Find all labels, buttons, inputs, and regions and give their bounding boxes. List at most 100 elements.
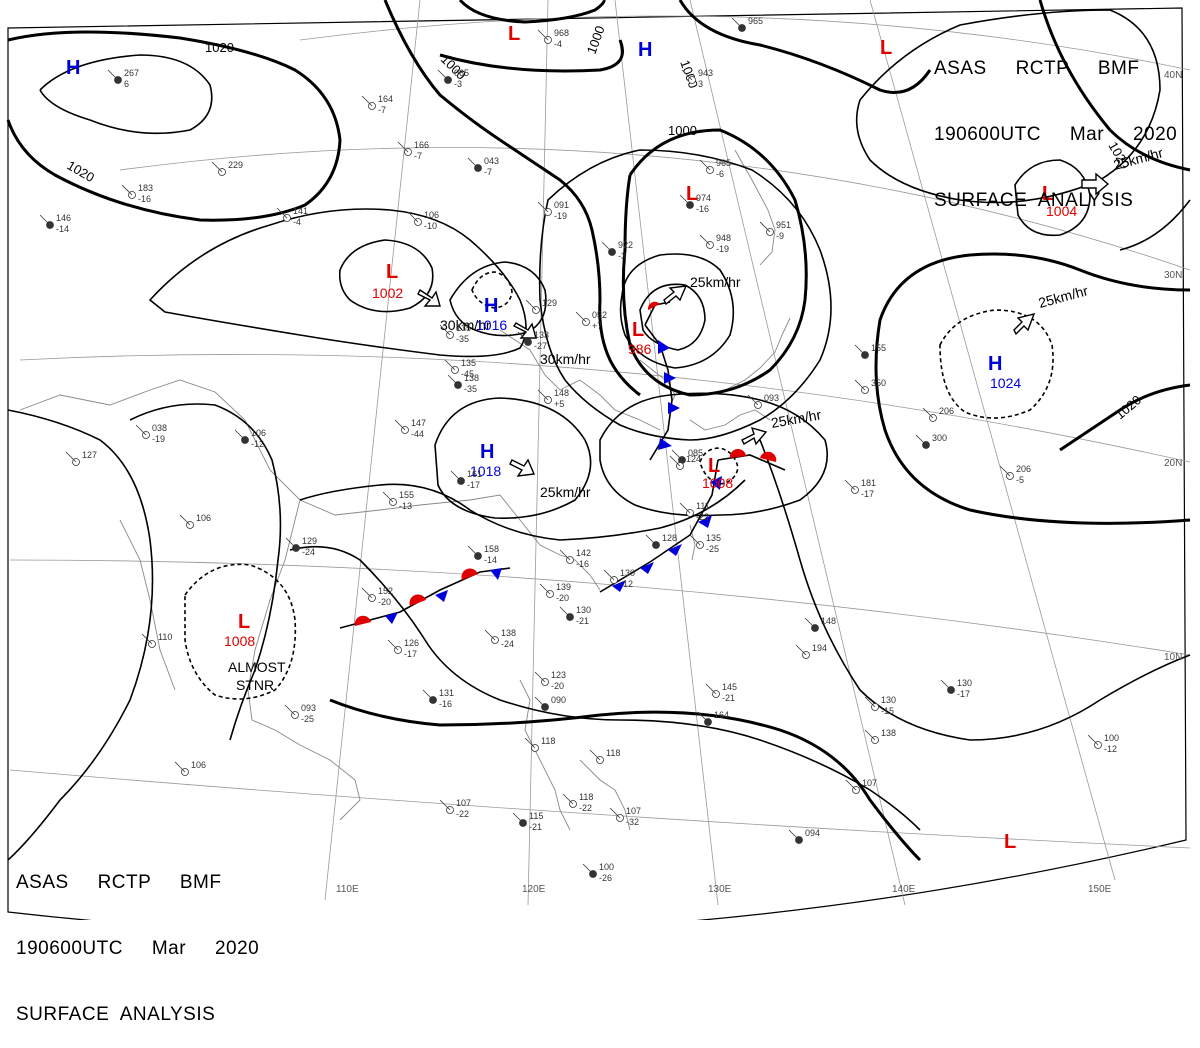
- cold-front-tooth: [664, 372, 676, 384]
- station-pressure: 130: [576, 605, 591, 615]
- station-tendency: -17: [861, 489, 874, 499]
- station-tendency: -13: [399, 501, 412, 511]
- wind-barb-icon: [559, 549, 571, 561]
- station-pressure: 152: [378, 586, 393, 596]
- station-plot: 155-13: [382, 490, 414, 511]
- station-pressure: 139: [556, 582, 571, 592]
- station-plot: 922-3: [601, 240, 633, 261]
- station-pressure: 091: [554, 200, 569, 210]
- station-tendency: -24: [501, 639, 514, 649]
- station-pressure: 968: [554, 28, 569, 38]
- wind-barb-icon: [940, 679, 952, 691]
- station-tendency: -26: [599, 873, 612, 883]
- station-plot: 130-21: [559, 605, 591, 626]
- station-tendency: +7: [592, 321, 602, 331]
- low-symbol: L: [238, 611, 250, 633]
- wind-barb-icon: [589, 749, 601, 761]
- station-pressure: 943: [698, 68, 713, 78]
- latitude-lines: [9, 15, 1191, 849]
- cold-front-tooth: [640, 562, 654, 574]
- station-plot: 300: [915, 433, 947, 449]
- station-pressure: 085: [688, 448, 703, 458]
- station-plot: 206-5: [999, 464, 1031, 485]
- wind-barb-icon: [525, 299, 537, 311]
- station-pressure: 106: [191, 760, 206, 770]
- low-symbol: L: [708, 455, 720, 477]
- wind-barb-icon: [575, 311, 587, 323]
- wind-barb-icon: [699, 234, 711, 246]
- stationary-note: ALMOST STNR: [228, 659, 286, 693]
- station-plot: 124: [669, 454, 701, 470]
- motion-label: 25km/hr: [690, 274, 741, 290]
- high-symbol: H: [988, 353, 1002, 375]
- station-pressure: 922: [618, 240, 633, 250]
- high-centers: H H H H H: [66, 39, 1002, 463]
- station-pressure: 107: [626, 806, 641, 816]
- station-pressure: 106: [424, 210, 439, 220]
- wind-barb-icon: [747, 394, 759, 406]
- low-pressure: 1002: [372, 285, 403, 301]
- station-tendency: -7: [414, 151, 422, 161]
- lon-label: 150E: [1088, 884, 1112, 895]
- station-tendency: -22: [579, 803, 592, 813]
- station-pressure: 133: [534, 330, 549, 340]
- cold-front-tooth: [668, 402, 680, 414]
- wind-barb-icon: [539, 583, 551, 595]
- wind-barb-icon: [679, 194, 691, 206]
- station-pressure: 093: [764, 393, 779, 403]
- wind-barb-icon: [788, 829, 800, 841]
- station-pressure: 206: [939, 406, 954, 416]
- station-plot: 166-7: [397, 140, 429, 161]
- wind-barb-icon: [562, 793, 574, 805]
- station-plot: 111-22: [679, 501, 710, 522]
- wind-barb-icon: [439, 799, 451, 811]
- station-plot: 135-25: [689, 533, 721, 554]
- station-plot: 206: [922, 406, 954, 422]
- wind-barb-icon: [559, 606, 571, 618]
- wind-barb-icon: [609, 807, 621, 819]
- wind-barb-icon: [582, 863, 594, 875]
- low-symbol: L: [508, 23, 520, 45]
- lat-label: 20N: [1164, 458, 1182, 469]
- wind-barb-icon: [915, 434, 927, 446]
- low-pressure: 986: [628, 341, 652, 357]
- station-plot: 127: [65, 450, 97, 466]
- station-plot: 951-9: [759, 220, 791, 241]
- station-tendency: -10: [424, 221, 437, 231]
- station-plot: 145-21: [705, 682, 737, 703]
- wind-barb-icon: [107, 69, 119, 81]
- warm-front-bump: [647, 301, 660, 310]
- low-symbol: L: [1004, 831, 1016, 853]
- station-tendency: -45: [461, 369, 474, 379]
- station-plot: 152-20: [361, 586, 393, 607]
- wind-barb-icon: [361, 95, 373, 107]
- wind-barb-icon: [844, 479, 856, 491]
- cold-front-tooth: [668, 544, 682, 556]
- high-pressure: 1018: [470, 463, 501, 479]
- station-pressure: 194: [812, 643, 827, 653]
- station-pressure: 111: [696, 501, 710, 511]
- motion-arrow-icon: [741, 426, 768, 446]
- high-pressure: 1016: [476, 317, 507, 333]
- station-tendency: -21: [722, 693, 735, 703]
- front-low-center: [644, 324, 673, 461]
- wind-barb-icon: [697, 711, 709, 723]
- stationary-note-line: ALMOST: [228, 659, 286, 675]
- wind-barb-icon: [387, 639, 399, 651]
- station-tendency: -12: [251, 439, 264, 449]
- wind-barb-icon: [759, 221, 771, 233]
- motion-arrow-icon: [1013, 312, 1036, 336]
- station-tendency: -14: [484, 555, 497, 565]
- station-tendency: -16: [576, 559, 589, 569]
- station-pressure: 138: [501, 628, 516, 638]
- station-tendency: -21: [529, 822, 542, 832]
- wind-barb-icon: [437, 69, 449, 81]
- wind-barb-icon: [681, 69, 693, 81]
- station-tendency: -17: [404, 649, 417, 659]
- wind-barb-icon: [517, 331, 529, 343]
- station-plot: 110: [141, 632, 172, 648]
- station-pressure: 148: [554, 388, 569, 398]
- station-pressure: 948: [716, 233, 731, 243]
- station-tendency: -7: [378, 105, 386, 115]
- wind-barb-icon: [394, 419, 406, 431]
